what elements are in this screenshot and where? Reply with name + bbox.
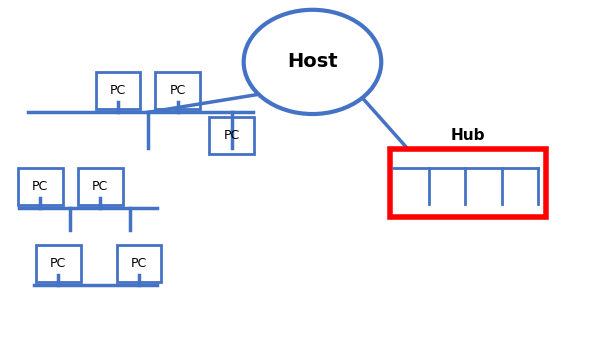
- FancyBboxPatch shape: [18, 168, 63, 205]
- FancyBboxPatch shape: [78, 168, 123, 205]
- Text: PC: PC: [169, 84, 186, 97]
- Text: PC: PC: [50, 257, 66, 270]
- Text: Hub: Hub: [451, 127, 485, 143]
- FancyBboxPatch shape: [209, 117, 254, 154]
- FancyBboxPatch shape: [96, 72, 141, 109]
- Bar: [390, 149, 546, 217]
- Text: PC: PC: [32, 180, 49, 193]
- Text: PC: PC: [131, 257, 147, 270]
- FancyBboxPatch shape: [156, 72, 200, 109]
- Ellipse shape: [243, 10, 381, 114]
- FancyBboxPatch shape: [117, 245, 162, 282]
- FancyBboxPatch shape: [36, 245, 81, 282]
- Text: PC: PC: [224, 129, 240, 142]
- Text: PC: PC: [110, 84, 126, 97]
- Text: PC: PC: [92, 180, 108, 193]
- Text: Host: Host: [287, 53, 338, 72]
